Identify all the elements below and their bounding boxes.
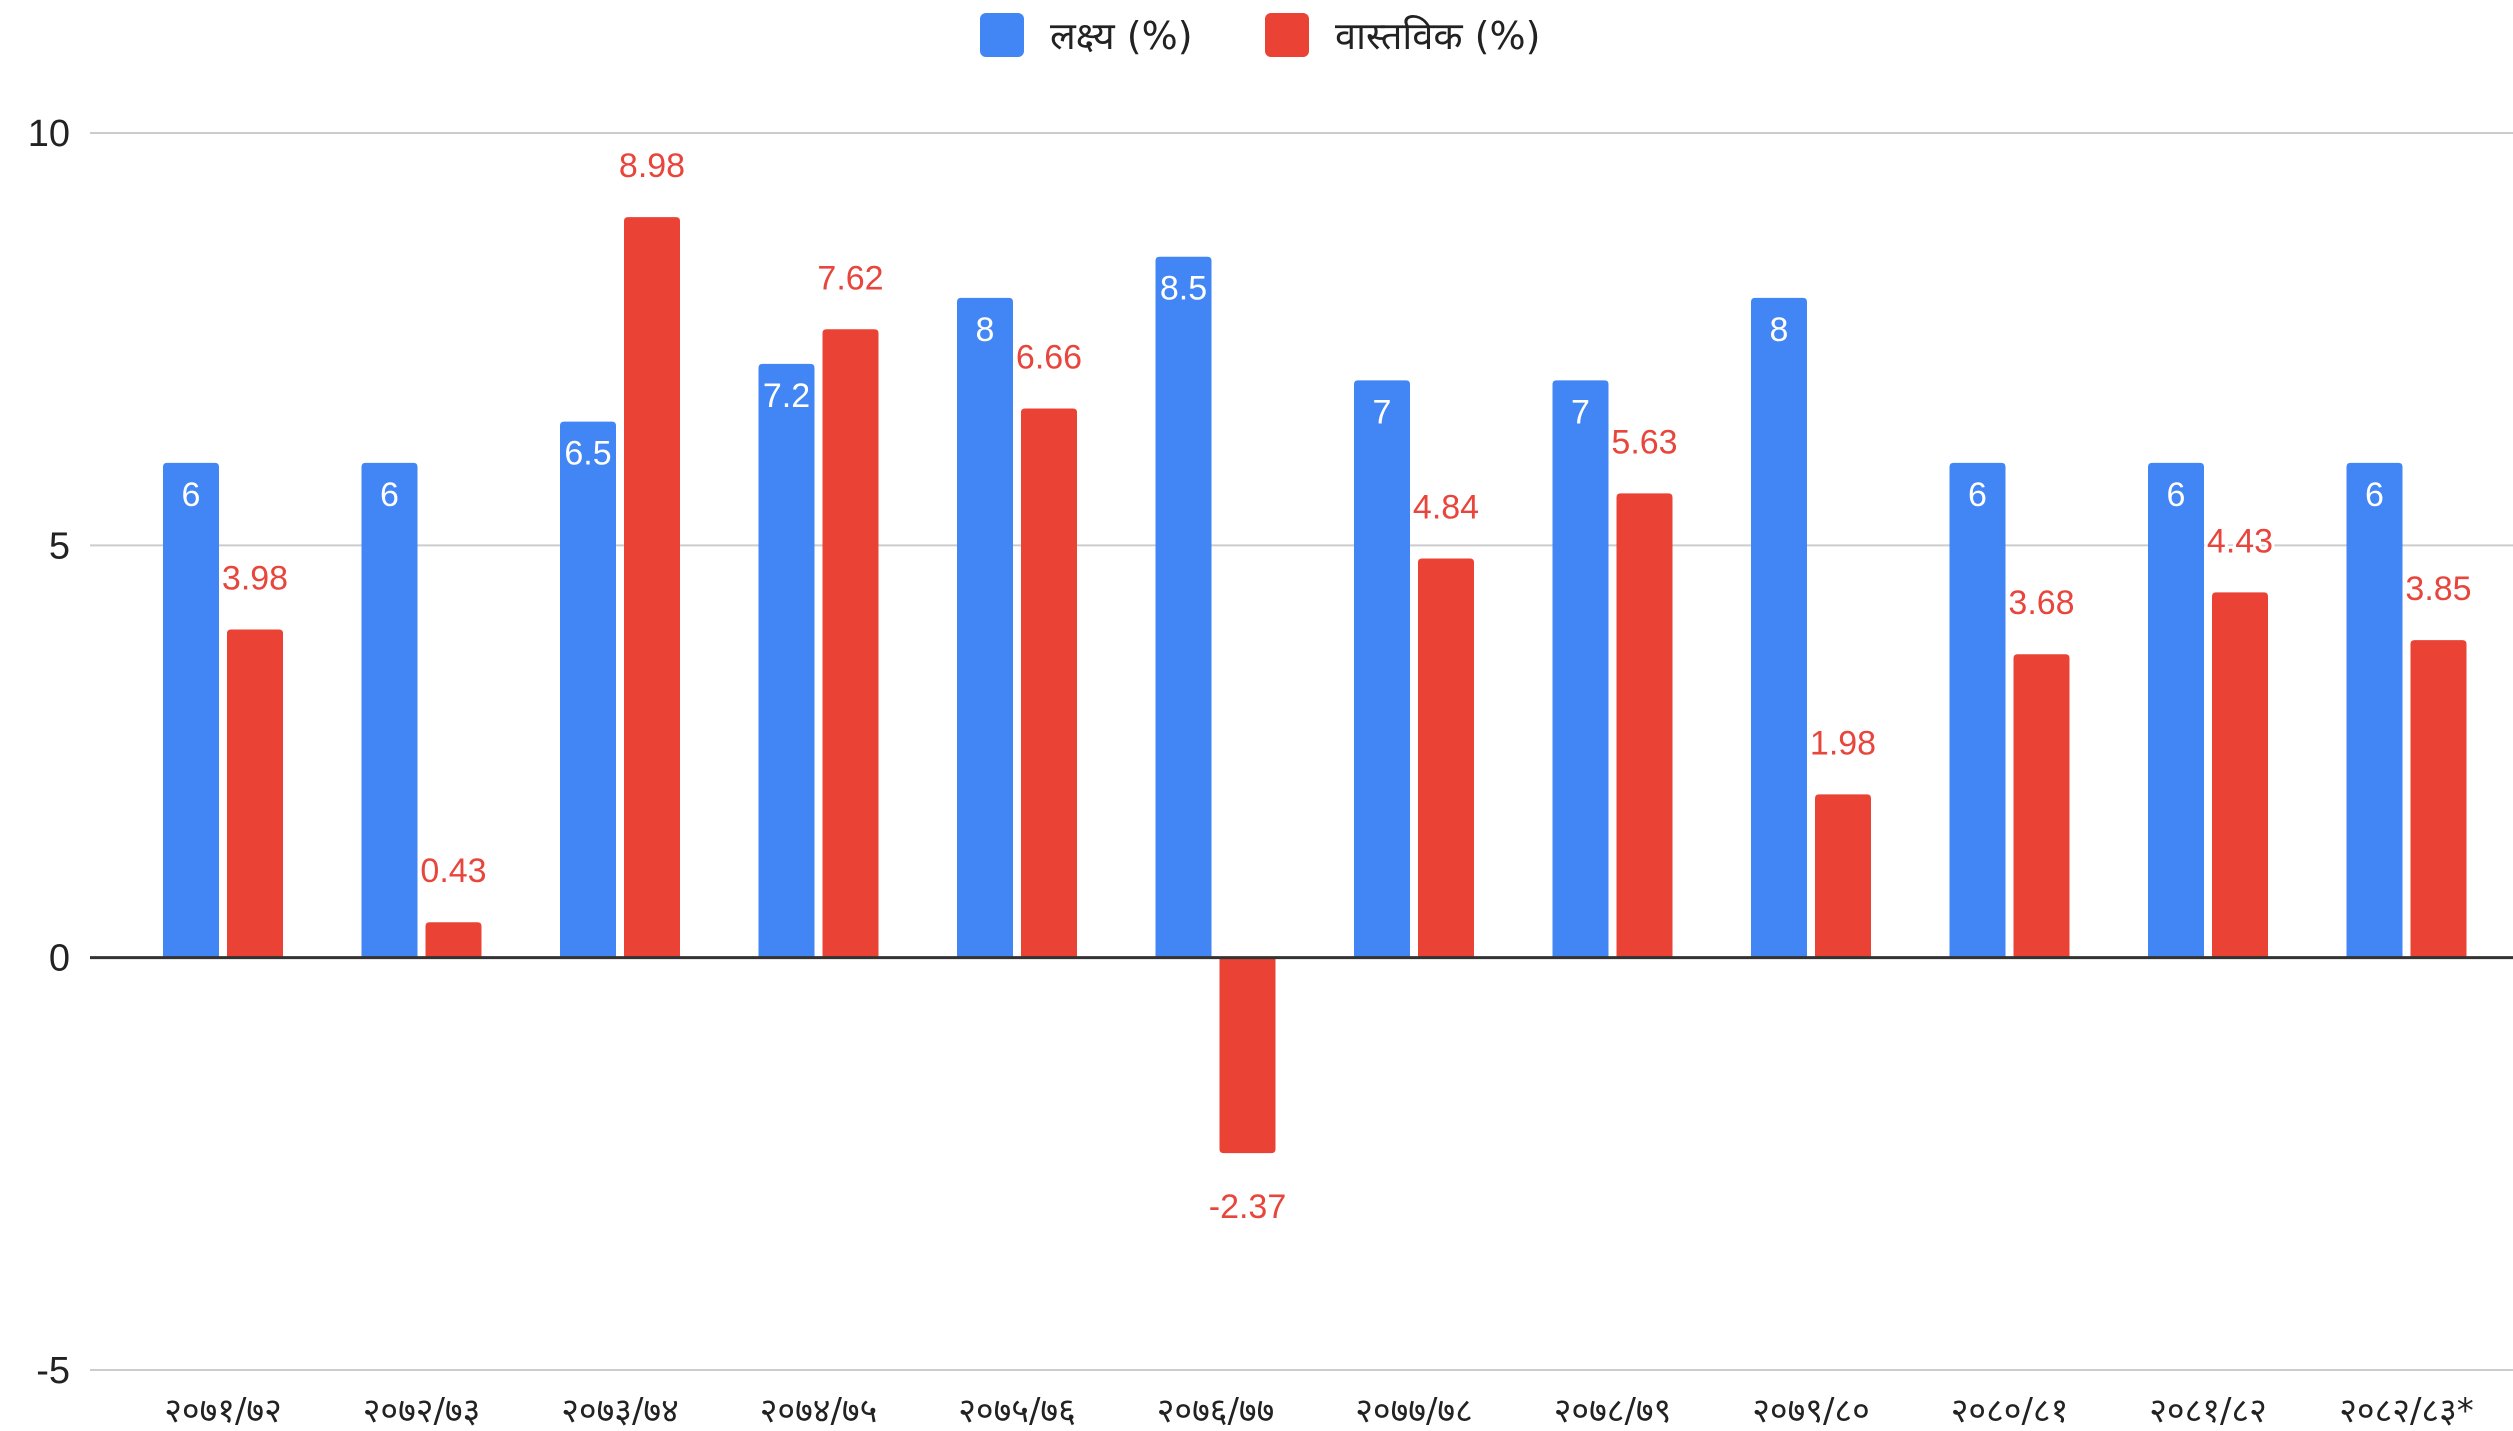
bar-target: [1751, 297, 1807, 958]
bar-target: [2148, 462, 2204, 958]
data-label-target: 6: [182, 476, 201, 514]
data-label-actual: 8.98: [619, 147, 685, 185]
bar-actual: [2013, 654, 2070, 958]
bar-target: [361, 462, 418, 958]
bar-target: [957, 297, 1013, 958]
bar-target: [1552, 380, 1609, 958]
x-axis: २०७१/७२ २०७२/७३ २०७३/७४ २०७४/७५ २०७५/७६ २०७६/…: [164, 1391, 2474, 1431]
bar-actual: [1418, 558, 1474, 958]
bar-actual: [1616, 493, 1673, 958]
data-label-target: 6: [1968, 476, 1987, 514]
data-label-target: 6: [380, 476, 399, 514]
x-tick-label: २०८१/८२: [2149, 1391, 2267, 1431]
legend-swatch-target: [980, 13, 1024, 57]
bar-actual: [1219, 957, 1276, 1154]
bar-actual: [425, 922, 482, 958]
y-tick-label: 10: [28, 113, 70, 155]
x-tick-label: २०८०/८१: [1951, 1391, 2069, 1431]
data-label-actual: 7.62: [817, 259, 883, 297]
bar-actual: [227, 629, 283, 958]
bar-actual: [2212, 592, 2268, 958]
data-label-actual: 5.63: [1611, 423, 1677, 461]
y-tick-label: 5: [49, 525, 70, 567]
x-tick-label: २०७९/८०: [1752, 1391, 1870, 1431]
data-label-target: 7.2: [763, 377, 810, 415]
data-label-actual: 1.98: [1810, 724, 1876, 762]
bar-target: [2346, 462, 2403, 958]
bar-target: [758, 363, 815, 958]
bar-actual: [1021, 408, 1077, 958]
x-tick-label: २०७३/७४: [561, 1391, 679, 1431]
data-label-target: 8: [976, 311, 995, 349]
bar-actual: [2410, 640, 2467, 958]
data-label-actual: 4.84: [1413, 489, 1479, 527]
x-tick-label: २०७१/७२: [164, 1391, 282, 1431]
legend: लक्ष्य (%) वास्तविक (%): [980, 13, 1540, 58]
data-label-target: 8.5: [1160, 270, 1207, 308]
legend-label-actual: वास्तविक (%): [1335, 14, 1540, 58]
bar-target: [163, 462, 219, 958]
bar-target: [560, 421, 616, 958]
x-tick-label: २०७२/७३: [363, 1391, 481, 1431]
x-tick-label: २०७६/७७: [1157, 1391, 1275, 1431]
legend-label-target: लक्ष्य (%): [1050, 14, 1193, 58]
y-tick-label: -5: [36, 1350, 70, 1392]
y-axis: -5 0 5 10: [28, 113, 70, 1392]
bar-target: [1949, 462, 2006, 958]
bars: [163, 217, 2467, 1154]
data-label-target: 8: [1770, 311, 1789, 349]
data-label-target: 6: [2365, 476, 2384, 514]
x-tick-label: २०८२/८३*: [2339, 1391, 2474, 1431]
data-label-actual: 6.66: [1016, 338, 1082, 376]
x-tick-label: २०७५/७६: [958, 1391, 1076, 1431]
bar-actual: [624, 217, 680, 958]
bar-actual: [822, 329, 879, 958]
x-tick-label: २०७८/७९: [1554, 1391, 1672, 1431]
data-label-actual: -2.37: [1209, 1188, 1287, 1226]
bar-target: [1354, 380, 1410, 958]
data-label-target: 6.5: [564, 435, 611, 473]
x-tick-label: २०७७/७८: [1355, 1391, 1473, 1431]
y-tick-label: 0: [49, 938, 70, 980]
x-tick-label: २०७४/७५: [760, 1391, 878, 1431]
data-label-actual: 3.68: [2008, 584, 2074, 622]
data-label-target: 7: [1373, 393, 1392, 431]
bar-target: [1155, 256, 1212, 958]
bar-actual: [1815, 794, 1871, 958]
data-label-target: 6: [2167, 476, 2186, 514]
data-label-target: 7: [1571, 393, 1590, 431]
data-label-actual: 3.98: [222, 559, 288, 597]
data-labels: 6 3.98 6 0.43 6.5 8.98 7.2 7.62 8 6.66 8.5 -2.37 7 4.…: [182, 144, 2475, 1229]
data-label-actual: 0.43: [420, 852, 486, 890]
legend-swatch-actual: [1265, 13, 1309, 57]
data-label-actual: 4.43: [2207, 522, 2273, 560]
grid-lines: [90, 132, 2513, 1371]
data-label-actual: 3.85: [2405, 570, 2471, 608]
